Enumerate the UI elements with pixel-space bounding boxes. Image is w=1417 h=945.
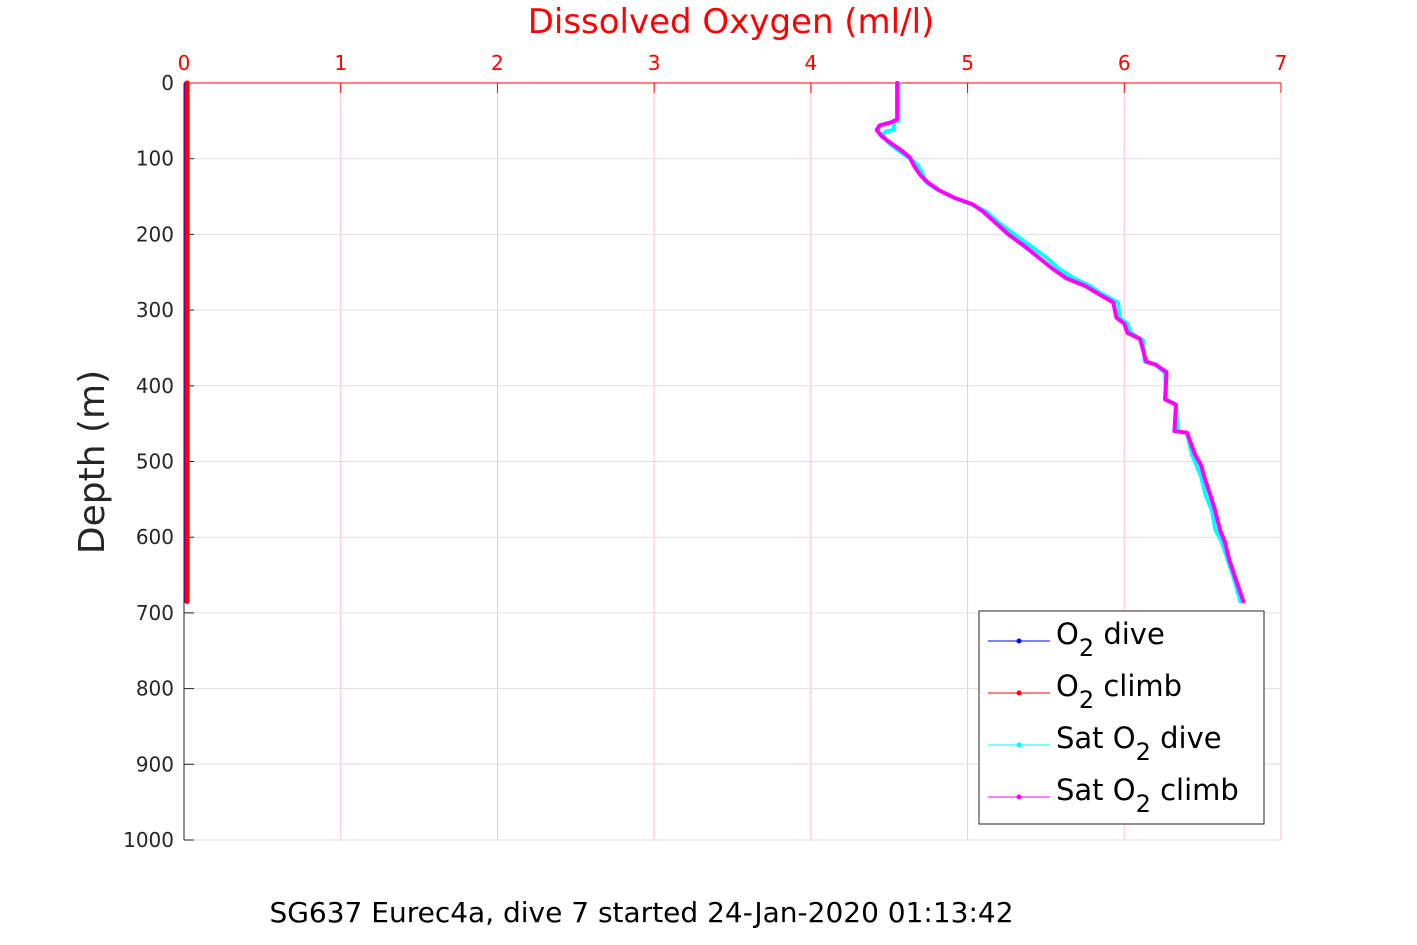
legend-label-main: Sat O (1056, 773, 1136, 807)
legend-label-sub: 2 (1136, 738, 1151, 766)
legend-label-sub: 2 (1079, 634, 1094, 662)
x-tick-label: 0 (178, 51, 191, 75)
legend-label-main: Sat O (1056, 721, 1136, 755)
y-axis-label: Depth (m) (72, 370, 113, 554)
x-tick-label: 4 (804, 51, 817, 75)
y-tick-label: 100 (136, 147, 174, 171)
legend-label-tail: dive (1151, 721, 1222, 755)
legend-label: Sat O2 dive (1056, 721, 1222, 766)
x-tick-label: 5 (961, 51, 974, 75)
legend-label: O2 climb (1056, 669, 1182, 714)
y-tick-label: 200 (136, 222, 174, 246)
legend-label-sub: 2 (1079, 686, 1094, 714)
series-line-sat-o2-climb (874, 81, 1246, 604)
legend-marker (1016, 742, 1022, 748)
legend-label-tail: climb (1094, 669, 1182, 703)
x-tick-label: 2 (491, 51, 504, 75)
legend-label-tail: dive (1094, 617, 1165, 651)
chart-title: Dissolved Oxygen (ml/l) (528, 2, 935, 42)
legend-marker (1016, 638, 1022, 644)
y-tick-label: 900 (136, 752, 174, 776)
legend-label-tail: climb (1151, 773, 1239, 807)
legend-label-main: O (1056, 617, 1079, 651)
dive-caption: SG637 Eurec4a, dive 7 started 24-Jan-202… (269, 896, 1014, 929)
x-tick-label: 1 (334, 51, 347, 75)
legend-marker (1016, 794, 1022, 800)
y-tick-labels: 0 100 200 300 400 500 600 700 800 900 1000 (123, 71, 174, 852)
legend-label: Sat O2 climb (1056, 773, 1239, 818)
legend-label: O2 dive (1056, 617, 1165, 662)
y-tick-label: 0 (161, 71, 174, 95)
legend-box (978, 610, 1265, 825)
y-tick-label: 800 (136, 677, 174, 701)
x-tick-labels: 0 1 2 3 4 5 6 7 (178, 51, 1288, 75)
legend-label-sub: 2 (1136, 790, 1151, 818)
y-tick-label: 300 (136, 298, 174, 322)
y-tick-label: 1000 (123, 828, 174, 852)
series-lines (184, 80, 1246, 604)
legend-label-main: O (1056, 669, 1079, 703)
x-tick-label: 3 (648, 51, 661, 75)
y-tick-label: 700 (136, 601, 174, 625)
axes (183, 82, 1282, 841)
y-tick-label: 400 (136, 374, 174, 398)
y-tick-label: 500 (136, 450, 174, 474)
legend-marker (1016, 690, 1022, 696)
x-tick-label: 7 (1275, 51, 1288, 75)
series-line-sat-o2-dive (880, 81, 1243, 604)
x-tick-label: 6 (1118, 51, 1131, 75)
grid-lines (183, 82, 1282, 841)
y-tick-label: 600 (136, 525, 174, 549)
